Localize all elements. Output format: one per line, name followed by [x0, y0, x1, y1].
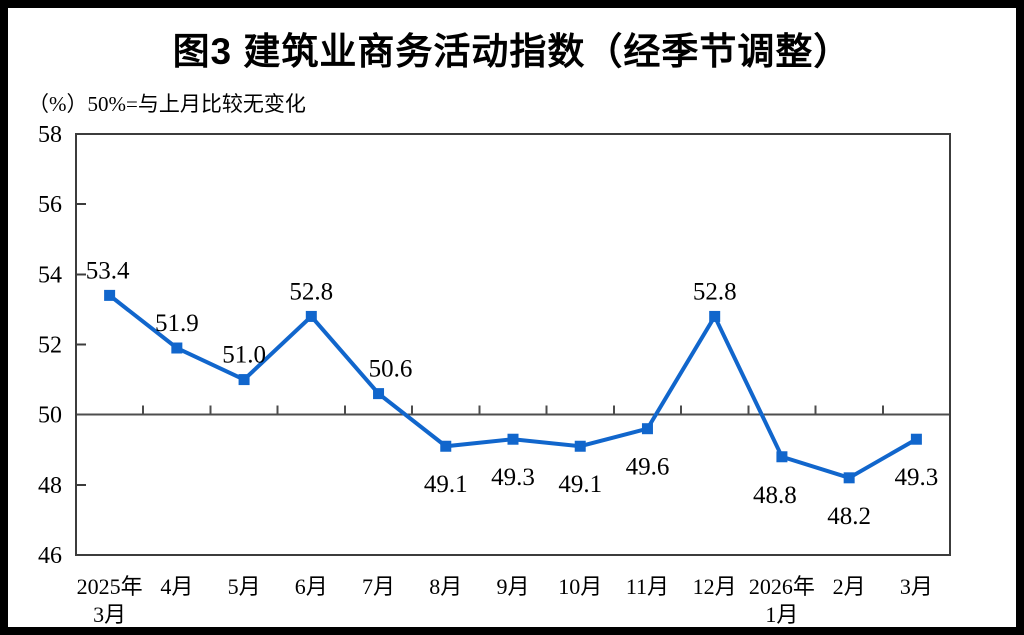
y-axis-label: 50 [38, 403, 62, 429]
data-point-marker [238, 374, 250, 386]
data-point-marker [709, 310, 721, 322]
x-axis-label: 5月 [228, 574, 261, 599]
data-point-marker [104, 289, 116, 301]
data-point-label: 49.1 [424, 471, 468, 498]
data-point-marker [305, 310, 317, 322]
data-point-marker [641, 423, 653, 435]
data-point-label: 50.6 [369, 356, 413, 383]
data-point-label: 53.4 [86, 257, 130, 284]
y-axis-label: 48 [38, 473, 62, 499]
data-point-label: 48.2 [827, 503, 871, 530]
data-point-label: 49.1 [558, 471, 602, 498]
y-axis-label: 46 [38, 543, 62, 569]
x-axis-label: 12月 [693, 574, 737, 599]
x-axis-label: 2025年 [77, 574, 143, 599]
y-axis-label: 56 [38, 192, 62, 218]
data-point-label: 52.8 [289, 278, 333, 305]
data-point-label: 48.8 [753, 482, 797, 509]
x-axis-label: 6月 [295, 574, 328, 599]
data-point-label: 51.0 [222, 342, 266, 369]
chart-title: 图3 建筑业商务活动指数（经季节调整） [172, 31, 852, 72]
y-axis-label: 52 [38, 333, 62, 359]
x-axis-label: 4月 [160, 574, 193, 599]
y-axis-label: 54 [38, 262, 62, 288]
x-axis-label: 11月 [626, 574, 669, 599]
data-point-marker [171, 342, 183, 354]
plot-border [75, 133, 951, 556]
data-point-marker [373, 388, 385, 400]
data-point-label: 51.9 [155, 310, 199, 337]
x-axis-label: 9月 [496, 574, 529, 599]
x-axis-label: 3月 [93, 602, 126, 627]
x-axis-label: 2026年 [749, 574, 815, 599]
y-axis-unit-note: （%）50%=与上月比较无变化 [28, 92, 306, 116]
x-axis-label: 8月 [429, 574, 462, 599]
data-point-marker [910, 433, 922, 445]
series-line [108, 293, 918, 480]
data-point-label: 49.3 [895, 464, 939, 491]
x-axis-label: 10月 [558, 574, 602, 599]
y-axis-label: 58 [38, 122, 62, 148]
data-point-marker [574, 440, 586, 452]
data-point-marker [440, 440, 452, 452]
x-axis-label: 2月 [833, 574, 866, 599]
x-axis-label: 7月 [362, 574, 395, 599]
x-axis-label: 1月 [765, 602, 798, 627]
data-point-marker [507, 433, 519, 445]
data-point-marker [843, 472, 855, 484]
data-point-label: 49.6 [626, 454, 670, 481]
data-point-label: 49.3 [491, 464, 535, 491]
line-chart-canvas: 46 48 50 52 54 56 58 2025年 3月 4月 5月 6月 7月 8月 9月 10月 11月 1… [38, 122, 951, 627]
x-axis-label: 3月 [900, 574, 933, 599]
data-point-marker [776, 451, 788, 463]
data-point-label: 52.8 [693, 278, 737, 305]
